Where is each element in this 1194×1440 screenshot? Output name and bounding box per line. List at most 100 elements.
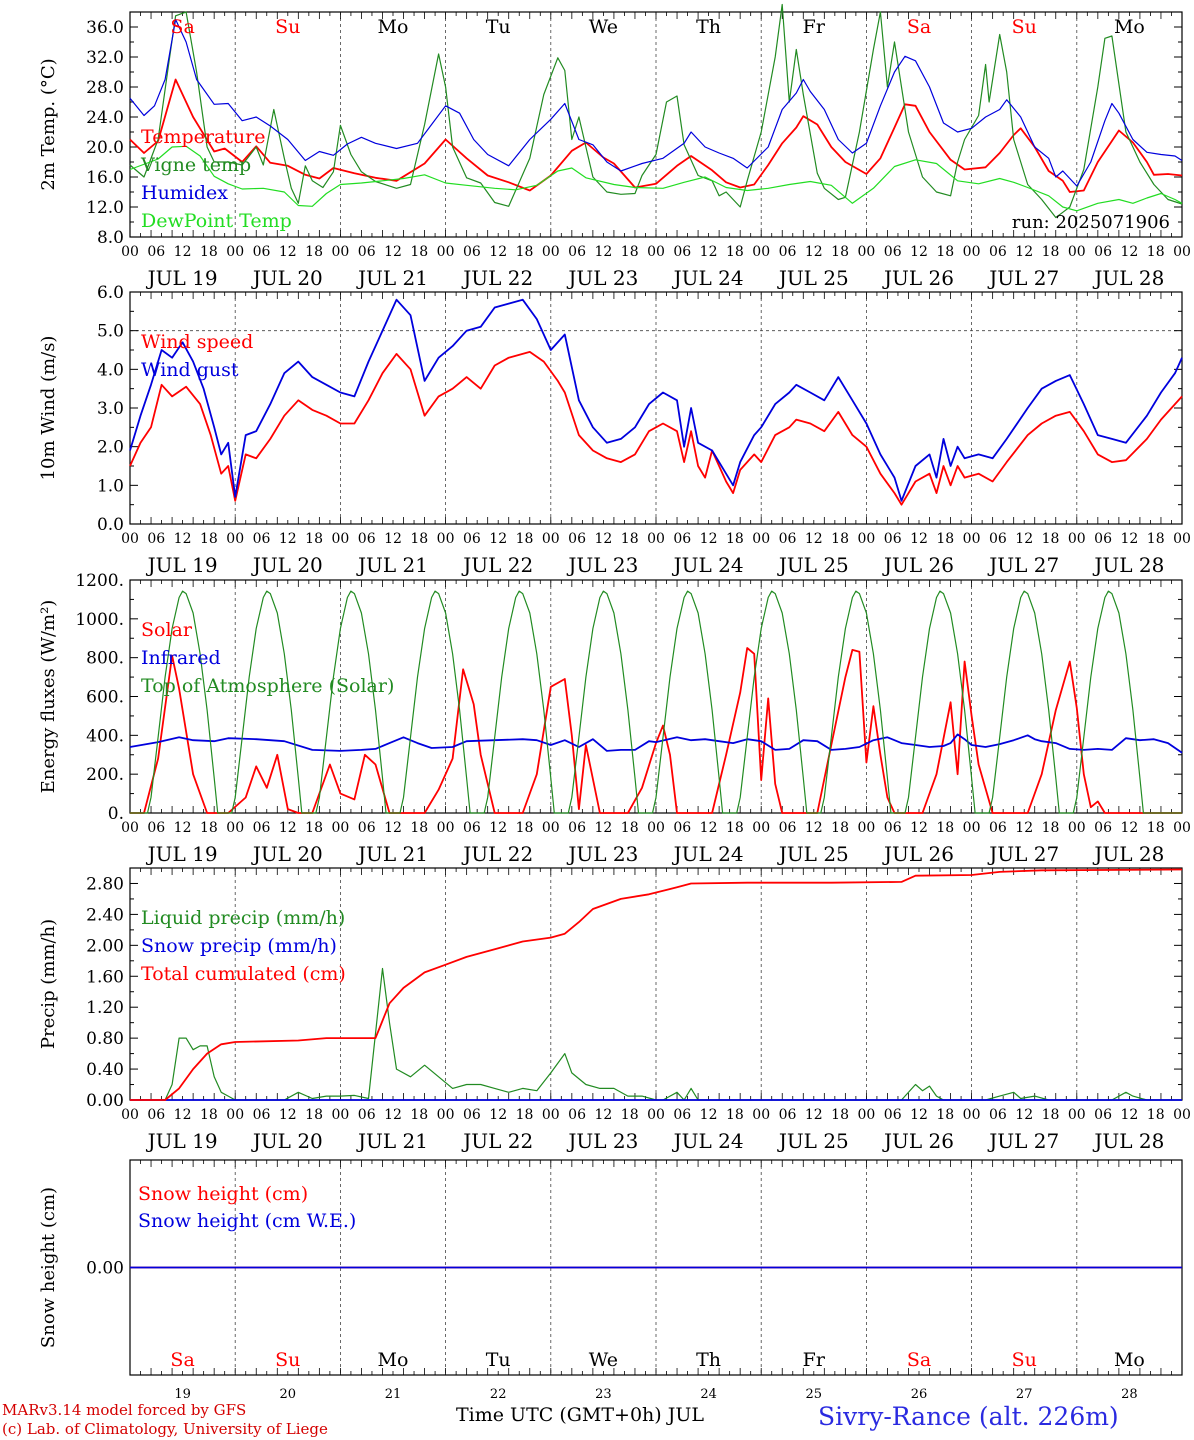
day-name-label: Su: [275, 16, 300, 38]
hour-tick-label: 00: [437, 531, 455, 547]
y-tick-label: 600.: [86, 688, 124, 708]
legend-entry: Solar: [141, 619, 193, 641]
y-tick-label: 400.: [86, 726, 124, 746]
hour-tick-label: 00: [121, 820, 139, 836]
date-label: JUL 20: [251, 1129, 323, 1153]
model-credit-text: MARv3.14 model forced by GFS: [2, 1401, 247, 1419]
hour-tick-label: 06: [253, 244, 271, 260]
hour-tick-label: 06: [253, 531, 271, 547]
hour-tick-label: 12: [1015, 820, 1033, 836]
hour-tick-label: 12: [700, 244, 718, 260]
hour-tick-label: 18: [1147, 820, 1165, 836]
hour-tick-label: 18: [831, 1107, 849, 1123]
panel-2: 0.0 1.0 2.0 3.0 4.0 5.0 6.0 10m Wind (m/s) Wind …: [38, 283, 1191, 577]
hour-tick-label: 18: [621, 244, 639, 260]
hour-tick-label: 18: [305, 820, 323, 836]
series-line-total-cumulated-cm-: [130, 868, 1183, 1101]
series-line-dewpoint-temp: [129, 145, 1183, 212]
y-tick-label: 2.40: [86, 905, 124, 925]
day-name-label: Fr: [803, 16, 826, 38]
hour-tick-label: 18: [831, 531, 849, 547]
y-tick-label: 6.0: [97, 283, 124, 303]
hour-tick-label: 00: [963, 820, 981, 836]
hour-tick-label: 12: [279, 531, 297, 547]
hour-tick-label: 18: [516, 820, 534, 836]
hour-tick-label: 00: [121, 1107, 139, 1123]
hour-tick-label: 18: [200, 244, 218, 260]
day-name-label: Su: [1012, 1349, 1037, 1371]
hour-tick-label: 00: [963, 1107, 981, 1123]
date-label: JUL 25: [777, 842, 849, 866]
hour-tick-label: 06: [568, 531, 586, 547]
hour-tick-label: 06: [989, 244, 1007, 260]
day-name-label: We: [589, 16, 618, 38]
hour-tick-label: 00: [542, 531, 560, 547]
hour-tick-label: 00: [647, 244, 665, 260]
legend-entry: Vigne temp: [140, 154, 251, 176]
hour-tick-label: 00: [1173, 531, 1191, 547]
y-tick-label: 1000.: [75, 610, 124, 630]
hour-tick-label: 00: [226, 244, 244, 260]
hour-tick-label: 06: [253, 1107, 271, 1123]
hour-tick-label: 12: [489, 244, 507, 260]
hour-tick-label: 00: [1068, 820, 1086, 836]
hour-tick-label: 06: [463, 1107, 481, 1123]
hour-tick-label: 18: [516, 1107, 534, 1123]
hour-tick-label: 00: [752, 1107, 770, 1123]
hour-tick-label: 00: [437, 244, 455, 260]
hour-tick-label: 00: [331, 531, 349, 547]
hour-tick-label: 12: [174, 1107, 192, 1123]
series-line-top-of-atmosphere-solar-: [130, 590, 1182, 814]
hour-tick-label: 18: [621, 531, 639, 547]
hour-tick-label: 18: [726, 1107, 744, 1123]
y-axis-label: 2m Temp. (°C): [38, 58, 59, 190]
hour-tick-label: 00: [752, 244, 770, 260]
hour-tick-label: 06: [779, 244, 797, 260]
hour-tick-label: 06: [463, 820, 481, 836]
legend-entry: Infrared: [141, 647, 221, 669]
day-name-label: Mo: [378, 1349, 409, 1371]
y-tick-label: 2.80: [86, 874, 124, 894]
y-tick-label: 4.0: [97, 360, 124, 380]
hour-tick-label: 18: [200, 820, 218, 836]
date-label: JUL 28: [1092, 1129, 1164, 1153]
hour-tick-label: 12: [384, 1107, 402, 1123]
hour-tick-label: 12: [805, 1107, 823, 1123]
hour-tick-label: 18: [936, 531, 954, 547]
hour-tick-label: 12: [594, 1107, 612, 1123]
hour-tick-label: 06: [568, 1107, 586, 1123]
hour-tick-label: 06: [673, 244, 691, 260]
y-tick-label: 28.0: [86, 78, 124, 98]
hour-tick-label: 12: [174, 820, 192, 836]
y-tick-label: 1.0: [97, 476, 124, 496]
hour-tick-label: 06: [989, 1107, 1007, 1123]
series-line-temperature: [129, 78, 1183, 193]
hour-tick-label: 06: [463, 531, 481, 547]
hour-tick-label: 00: [752, 820, 770, 836]
hour-tick-label: 00: [963, 244, 981, 260]
hour-tick-label: 12: [594, 244, 612, 260]
date-label: JUL 26: [882, 266, 954, 290]
hour-tick-label: 12: [384, 531, 402, 547]
day-number-label: 19: [174, 1387, 191, 1402]
hour-tick-label: 00: [647, 1107, 665, 1123]
date-label: JUL 21: [356, 842, 428, 866]
hour-tick-label: 00: [857, 244, 875, 260]
date-label: JUL 26: [882, 1129, 954, 1153]
date-label: JUL 22: [461, 842, 533, 866]
day-name-label: Sa: [170, 1349, 194, 1371]
panel-5: 0.00 Snow height (cm) Snow height (cm) Snow…: [38, 1159, 1183, 1402]
y-tick-label: 800.: [86, 649, 124, 669]
legend-entry: Snow height (cm W.E.): [138, 1210, 356, 1232]
hour-tick-label: 00: [226, 820, 244, 836]
y-tick-label: 16.0: [86, 168, 124, 188]
date-label: JUL 23: [566, 1129, 638, 1153]
date-label: JUL 27: [987, 842, 1059, 866]
day-number-label: 20: [280, 1387, 297, 1402]
y-axis-label: Energy fluxes (W/m²): [38, 600, 59, 794]
day-name-label: Tu: [486, 16, 511, 38]
date-label: JUL 24: [672, 553, 744, 577]
hour-tick-label: 00: [331, 820, 349, 836]
hour-tick-label: 12: [1015, 531, 1033, 547]
hour-tick-label: 00: [857, 1107, 875, 1123]
